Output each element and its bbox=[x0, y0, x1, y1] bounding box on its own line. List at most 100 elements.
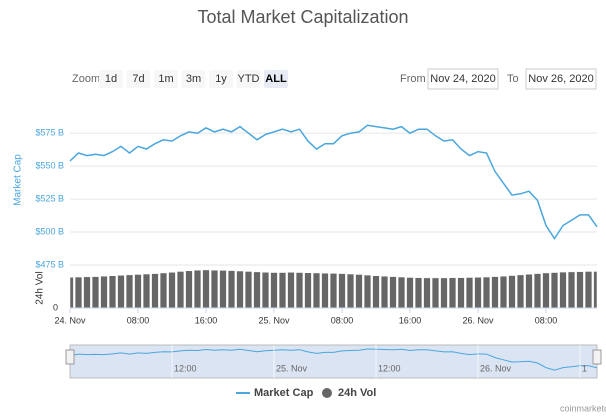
from-date[interactable]: Nov 24, 2020 bbox=[430, 73, 495, 85]
volume-bar bbox=[236, 270, 244, 309]
volume-bar bbox=[423, 277, 431, 309]
volume-bar bbox=[491, 276, 499, 309]
volume-bar bbox=[304, 272, 312, 309]
volume-bar bbox=[482, 276, 491, 309]
navigator-tick-label: 26. Nov bbox=[480, 363, 512, 373]
volume-bar bbox=[516, 274, 525, 309]
zoom-button[interactable] bbox=[209, 70, 233, 88]
volume-bar bbox=[414, 277, 423, 309]
volume-bar bbox=[227, 270, 236, 309]
y-tick-label: $550 B bbox=[35, 161, 64, 171]
zoom-button-label[interactable]: 7d bbox=[132, 73, 144, 85]
volume-bar bbox=[346, 273, 355, 309]
volume-bar bbox=[159, 272, 168, 309]
volume-bar bbox=[567, 271, 576, 309]
legend-label[interactable]: 24h Vol bbox=[338, 387, 376, 399]
volume-bar bbox=[185, 270, 193, 309]
volume-bar bbox=[372, 275, 380, 309]
volume-bar bbox=[457, 277, 465, 309]
legend-swatch[interactable] bbox=[322, 388, 332, 398]
zoom-button-label[interactable]: 1m bbox=[158, 73, 173, 85]
volume-bar bbox=[74, 276, 83, 309]
volume-bar bbox=[193, 269, 202, 309]
volume-bar bbox=[219, 270, 227, 309]
navigator-tick-label: 12:00 bbox=[378, 363, 401, 373]
volume-bar bbox=[499, 275, 508, 309]
chart-title: Total Market Capitalization bbox=[197, 7, 408, 27]
navigator-tick-label: 25. Nov bbox=[276, 363, 308, 373]
zoom-button-label[interactable]: 3m bbox=[186, 73, 201, 85]
x-tick-label: 25. Nov bbox=[258, 315, 290, 325]
volume-bar bbox=[69, 277, 74, 309]
y-tick-label: $475 B bbox=[35, 259, 64, 269]
volume-bar bbox=[287, 272, 295, 309]
zoom-button-label[interactable]: YTD bbox=[238, 73, 260, 85]
x-tick-label: 26. Nov bbox=[462, 315, 494, 325]
to-input[interactable] bbox=[525, 68, 597, 90]
zoom-button[interactable] bbox=[126, 70, 151, 88]
x-tick-label: 08:00 bbox=[535, 315, 558, 325]
y2-axis-title: 24h Vol bbox=[35, 271, 46, 304]
zoom-button-label[interactable]: 1d bbox=[105, 73, 117, 85]
volume-bar bbox=[355, 274, 363, 309]
zoom-button-label[interactable]: 1y bbox=[215, 73, 227, 85]
volume-bar bbox=[83, 276, 91, 309]
volume-bar bbox=[321, 272, 329, 309]
volume-bar bbox=[134, 274, 142, 309]
x-tick-label: 08:00 bbox=[127, 315, 150, 325]
volume-bar bbox=[465, 277, 474, 309]
volume-bar bbox=[533, 273, 542, 309]
volume-bar bbox=[550, 272, 559, 309]
from-input[interactable] bbox=[427, 68, 499, 90]
zoom-label: Zoom bbox=[72, 73, 100, 85]
volume-bar bbox=[584, 271, 593, 309]
y-tick-label: $525 B bbox=[35, 193, 64, 203]
legend-label[interactable]: Market Cap bbox=[254, 387, 314, 399]
y2-tick-label: 0 bbox=[53, 302, 58, 312]
volume-bar bbox=[576, 271, 584, 309]
volume-bar bbox=[202, 269, 210, 309]
volume-bar bbox=[100, 275, 108, 309]
navigator-tick-label: 12:00 bbox=[174, 363, 197, 373]
volume-bar bbox=[448, 277, 457, 309]
volume-bar bbox=[593, 271, 598, 309]
volume-bar bbox=[474, 277, 482, 309]
navigator-handle[interactable] bbox=[65, 349, 75, 365]
x-tick-label: 16:00 bbox=[399, 315, 422, 325]
volume-bar bbox=[295, 272, 304, 309]
volume-bar bbox=[406, 277, 414, 309]
zoom-button[interactable] bbox=[154, 70, 178, 88]
volume-bar bbox=[253, 271, 261, 309]
volume-bar bbox=[176, 271, 185, 309]
volume-bar bbox=[440, 277, 448, 309]
volume-bar bbox=[125, 274, 134, 309]
volume-bar bbox=[559, 271, 567, 309]
to-label: To bbox=[507, 73, 519, 85]
volume-bar bbox=[508, 275, 516, 309]
volume-bar bbox=[380, 275, 389, 309]
volume-bar bbox=[151, 273, 159, 309]
from-label: From bbox=[400, 73, 426, 85]
navigator-handle[interactable] bbox=[592, 349, 602, 365]
line bbox=[69, 124, 598, 240]
y-tick-label: $575 B bbox=[35, 128, 64, 138]
volume-bar bbox=[389, 276, 397, 309]
volume-bar bbox=[397, 276, 406, 309]
x-tick-label: 24. Nov bbox=[54, 315, 86, 325]
navigator-line bbox=[69, 348, 598, 371]
volume-bar bbox=[278, 272, 287, 309]
volume-bar bbox=[270, 272, 278, 309]
volume-bar bbox=[168, 272, 176, 309]
volume-bar bbox=[525, 273, 533, 309]
volume-bar bbox=[338, 273, 346, 309]
zoom-button[interactable] bbox=[99, 70, 123, 88]
zoom-button[interactable] bbox=[236, 70, 261, 88]
zoom-button[interactable] bbox=[264, 70, 288, 88]
volume-bar bbox=[117, 275, 125, 309]
zoom-button[interactable] bbox=[181, 70, 206, 88]
volume-bar bbox=[431, 277, 440, 309]
to-date[interactable]: Nov 26, 2020 bbox=[528, 73, 593, 85]
zoom-button-label[interactable]: ALL bbox=[265, 73, 287, 85]
volume-bar bbox=[363, 274, 372, 309]
volume-bar bbox=[244, 271, 253, 309]
